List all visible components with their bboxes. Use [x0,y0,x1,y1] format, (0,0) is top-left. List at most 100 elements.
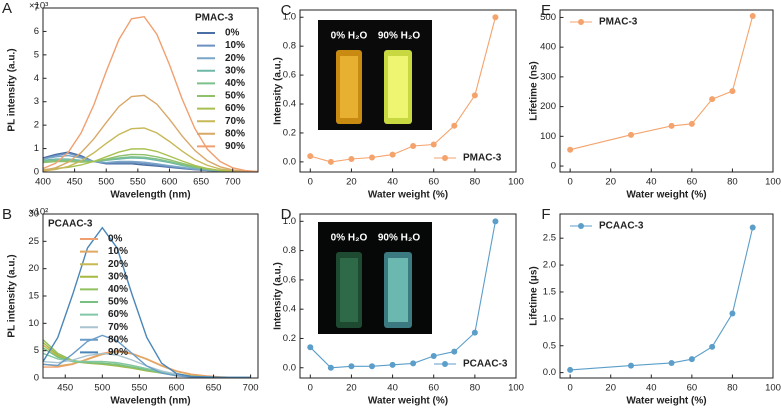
data-point [430,353,437,360]
vial-glow [340,258,358,322]
x-tick-label: 450 [67,177,83,188]
inset-label: 0% H₂O [331,31,368,42]
x-tick-label: 500 [98,177,114,188]
x-tick-label: 0 [567,177,572,188]
data-point [348,155,355,162]
panel-label: D [281,206,292,223]
data-point [389,361,396,368]
y-tick-label: 0.6 [283,274,296,285]
x-tick-label: 100 [765,177,781,188]
legend-label: 90% [225,141,245,152]
y-tick-label: 0.2 [283,127,296,138]
y-tick-label: 0.2 [283,333,296,344]
panel-label: F [541,206,550,223]
x-tick-label: 650 [206,383,222,394]
x-axis-label: Water weight (%) [368,190,448,201]
y-tick-label: 3 [34,96,39,107]
series-line [309,221,496,369]
y-tick-label: 0.0 [283,362,296,373]
y-tick-label: 1.0 [283,216,296,227]
series-line [310,17,496,163]
series-line [42,127,259,173]
legend-label: 70% [225,116,245,127]
y-tick-label: 0 [551,161,556,172]
y-tick-label: 0.0 [283,156,296,167]
x-tick-label: 100 [765,383,781,394]
x-tick-label: 40 [646,177,657,188]
x-tick-label: 0 [308,177,313,188]
y-tick-label: 5 [34,49,39,60]
y-tick-label: 1.5 [543,286,556,297]
x-tick-label: 40 [387,383,398,394]
legend-label: 80% [225,128,245,139]
y-tick-label: 1.0 [283,12,296,23]
legend-label: 20% [108,259,128,270]
inset-label: 90% H₂O [378,31,420,42]
plot-frame [299,9,517,173]
plot-frame [42,213,259,379]
data-point [709,343,716,350]
plot-frame [42,7,259,173]
data-point [471,92,478,99]
y-tick-label: 0.6 [283,70,296,81]
data-point [492,218,499,225]
vial-glow [340,56,358,118]
data-point [729,310,736,317]
series-line [42,94,259,173]
panel-label: A [2,0,12,17]
x-tick-label: 600 [169,383,185,394]
panel-label: E [541,2,551,19]
y-tick-label: 2 [34,120,39,131]
plot-frame [299,213,517,379]
x-tick-label: 700 [225,177,241,188]
x-tick-label: 20 [346,383,357,394]
plot-frame [559,213,774,379]
legend-label: 0% [225,28,240,39]
data-point [307,153,314,160]
y-tick-label: 4 [34,73,39,84]
x-tick-label: 500 [94,383,110,394]
data-point [327,158,334,165]
legend-label: 50% [225,91,245,102]
x-axis-label: Water weight (%) [626,396,706,407]
legend-label: PCAAC-3 [463,359,508,370]
data-point [369,363,375,370]
legend-label: 80% [108,334,128,345]
y-tick-label: 15 [28,291,39,302]
y-axis-label: Intensity (a.u.) [273,57,284,125]
x-tick-label: 550 [130,177,146,188]
legend-label: 90% [108,347,128,358]
legend-title: PMAC-3 [195,13,234,24]
legend-label: 60% [108,309,128,320]
x-tick-label: 700 [243,383,259,394]
x-tick-label: 650 [193,177,209,188]
x-axis-label: Wavelength (nm) [110,190,190,201]
y-tick-label: 0.0 [543,367,556,378]
data-point [430,141,437,148]
legend-marker [578,19,584,25]
x-tick-label: 60 [428,383,439,394]
x-tick-label: 80 [470,177,481,188]
y-tick-label: 0.8 [283,41,296,52]
data-point [628,362,634,369]
y-axis-label: Lifetime (ns) [529,61,540,120]
data-point [410,142,417,149]
legend-label: 40% [108,284,128,295]
legend-label: 60% [225,103,245,114]
vial-glow [388,56,408,118]
x-tick-label: 20 [346,177,357,188]
y-tick-label: 1 [34,143,39,154]
y-axis-label: Intensity (a.u.) [273,262,284,330]
panel-label: C [281,2,292,19]
data-point [688,120,695,127]
data-point [451,348,458,355]
y-tick-label: 7 [34,3,39,14]
x-tick-label: 20 [605,383,616,394]
x-axis-label: Water weight (%) [368,396,448,407]
data-point [688,356,695,363]
y-tick-label: 500 [540,12,556,23]
data-point [668,122,675,129]
x-tick-label: 550 [131,383,147,394]
y-tick-label: 6 [34,26,39,37]
y-tick-label: 1.0 [543,313,556,324]
